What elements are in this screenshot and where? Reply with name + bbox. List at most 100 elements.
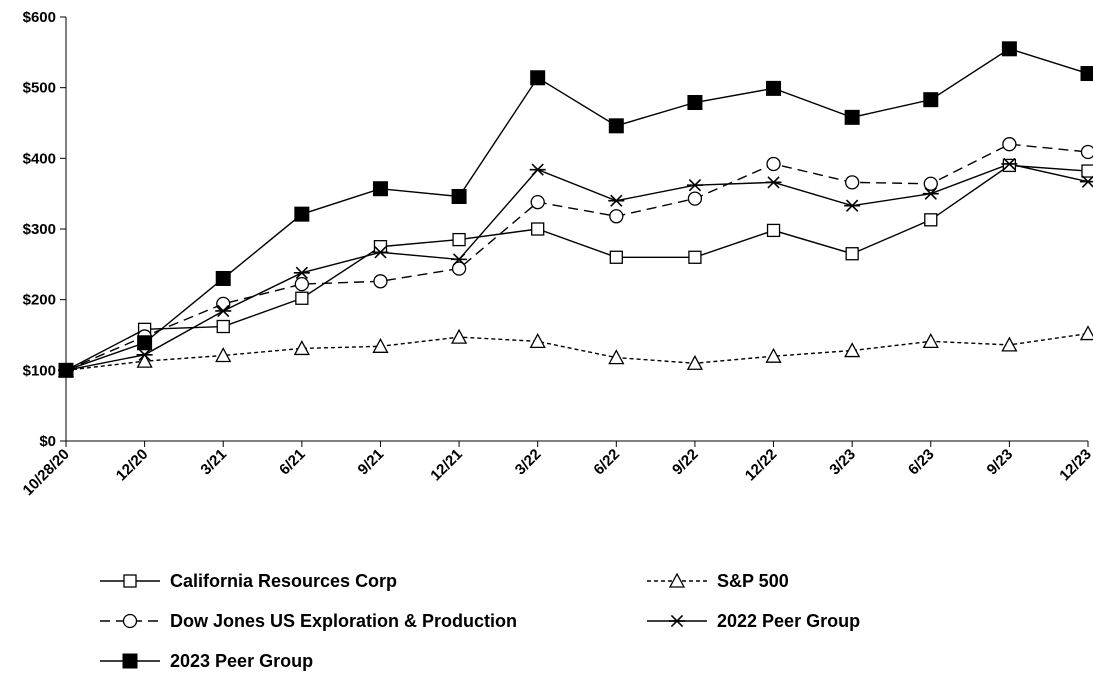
data-point: [1001, 336, 1018, 352]
data-point: [1002, 137, 1017, 152]
data-point: [137, 335, 153, 351]
data-point: [215, 270, 231, 286]
data-point: [687, 95, 703, 111]
series-s-p-500: [65, 332, 1089, 372]
data-point: [58, 362, 74, 378]
data-point: [373, 240, 388, 254]
data-point: [215, 347, 232, 363]
x-tick-label: 6/23: [905, 446, 938, 479]
data-point: [372, 337, 389, 353]
data-point: [1079, 325, 1093, 341]
data-point: [530, 70, 546, 86]
legend-label: 2022 Peer Group: [717, 611, 860, 631]
legend-label: S&P 500: [717, 571, 789, 591]
data-point: [1081, 164, 1093, 178]
series-2022-peer-group: [65, 163, 1089, 372]
data-point: [844, 109, 860, 125]
legend-label: Dow Jones US Exploration & Production: [170, 611, 517, 631]
x-tick-label: 6/22: [590, 446, 623, 479]
x-tick-label: 12/22: [742, 446, 781, 485]
data-point: [688, 250, 702, 264]
data-point: [294, 206, 310, 222]
y-tick-label: $100: [23, 362, 56, 379]
series-line-2022-peer-group: [65, 163, 1089, 372]
data-point: [765, 176, 782, 189]
y-axis: $0 $100 $200 $300 $400 $500 $600: [23, 9, 67, 450]
series-group: [57, 41, 1093, 378]
data-point: [372, 246, 389, 259]
x-tick-label: 9/22: [669, 446, 702, 479]
y-tick-group: $0 $100 $200 $300 $400 $500 $600: [23, 9, 66, 450]
y-tick-label: $300: [23, 221, 56, 238]
data-point: [686, 179, 703, 192]
series-line-california-resources-corp: [65, 164, 1089, 371]
data-point: [529, 332, 546, 349]
data-point: [530, 194, 545, 210]
data-point: [216, 296, 231, 312]
data-point: [609, 209, 624, 224]
y-tick-label: $400: [23, 150, 56, 167]
legend-label: 2023 Peer Group: [170, 651, 313, 671]
data-point: [372, 181, 388, 197]
data-point: [136, 352, 153, 368]
legend-marker: [122, 613, 138, 629]
data-point: [608, 194, 625, 207]
data-point: [924, 213, 938, 227]
series-points-dow-jones-us-exploration-production: [58, 137, 1093, 378]
y-tick-label: $500: [23, 80, 56, 97]
data-point: [845, 175, 860, 190]
data-point: [529, 163, 546, 176]
legend-label: California Resources Corp: [170, 571, 397, 591]
data-point: [373, 274, 388, 289]
data-point: [293, 340, 310, 356]
x-tick-label: 12/21: [427, 446, 466, 485]
legend-item-2022-peer-group: 2022 Peer Group: [647, 611, 860, 631]
data-point: [923, 176, 938, 191]
data-point: [451, 253, 468, 266]
x-tick-label: 6/21: [276, 446, 309, 479]
data-point: [766, 156, 781, 172]
data-point: [1001, 41, 1017, 57]
data-point: [293, 266, 310, 279]
data-point: [609, 250, 623, 264]
data-point: [1080, 144, 1093, 160]
data-point: [844, 342, 861, 358]
legend: California Resources Corp S&P 500 Dow Jone…: [100, 571, 860, 671]
x-tick-label: 12/23: [1056, 446, 1093, 485]
series-points-california-resources-corp: [59, 158, 1093, 377]
series-line-s-p-500: [65, 332, 1089, 372]
data-point: [136, 348, 153, 361]
data-point: [687, 191, 703, 206]
data-point: [844, 199, 861, 212]
x-tick-label: 3/22: [512, 446, 545, 479]
data-point: [452, 232, 466, 247]
y-tick-label: $0: [39, 433, 56, 450]
data-point: [1002, 158, 1017, 173]
legend-marker: [668, 572, 686, 588]
data-point: [451, 188, 467, 204]
legend-item-california-resources-corp: California Resources Corp: [100, 571, 397, 591]
x-axis: 10/28/20 12/20 3/21 6/21 9/21 12/21 3/22 6/22 9/…: [20, 440, 1093, 499]
legend-marker: [123, 574, 137, 588]
x-tick-group: 10/28/20 12/20 3/21 6/21 9/21 12/21 3/22 6/22 9/…: [20, 441, 1093, 499]
data-point: [765, 347, 782, 363]
x-tick-label: 9/23: [984, 446, 1017, 479]
x-tick-label: 3/21: [197, 446, 230, 479]
series-dow-jones-us-exploration-production: [65, 143, 1089, 371]
series-2023-peer-group: [65, 48, 1089, 371]
y-tick-label: $200: [23, 292, 56, 309]
data-point: [450, 328, 468, 344]
data-point: [922, 187, 939, 200]
series-california-resources-corp: [65, 164, 1089, 371]
series-points-2023-peer-group: [58, 41, 1093, 378]
data-point: [923, 92, 939, 108]
data-point: [1001, 157, 1018, 171]
data-point: [1080, 175, 1093, 188]
legend-item-s-p-500: S&P 500: [647, 571, 789, 591]
legend-item-dow-jones-us-exploration-production: Dow Jones US Exploration & Production: [100, 611, 517, 631]
data-point: [608, 349, 625, 365]
data-point: [608, 118, 624, 134]
series-line-dow-jones-us-exploration-production: [65, 143, 1089, 371]
data-point: [294, 276, 309, 292]
